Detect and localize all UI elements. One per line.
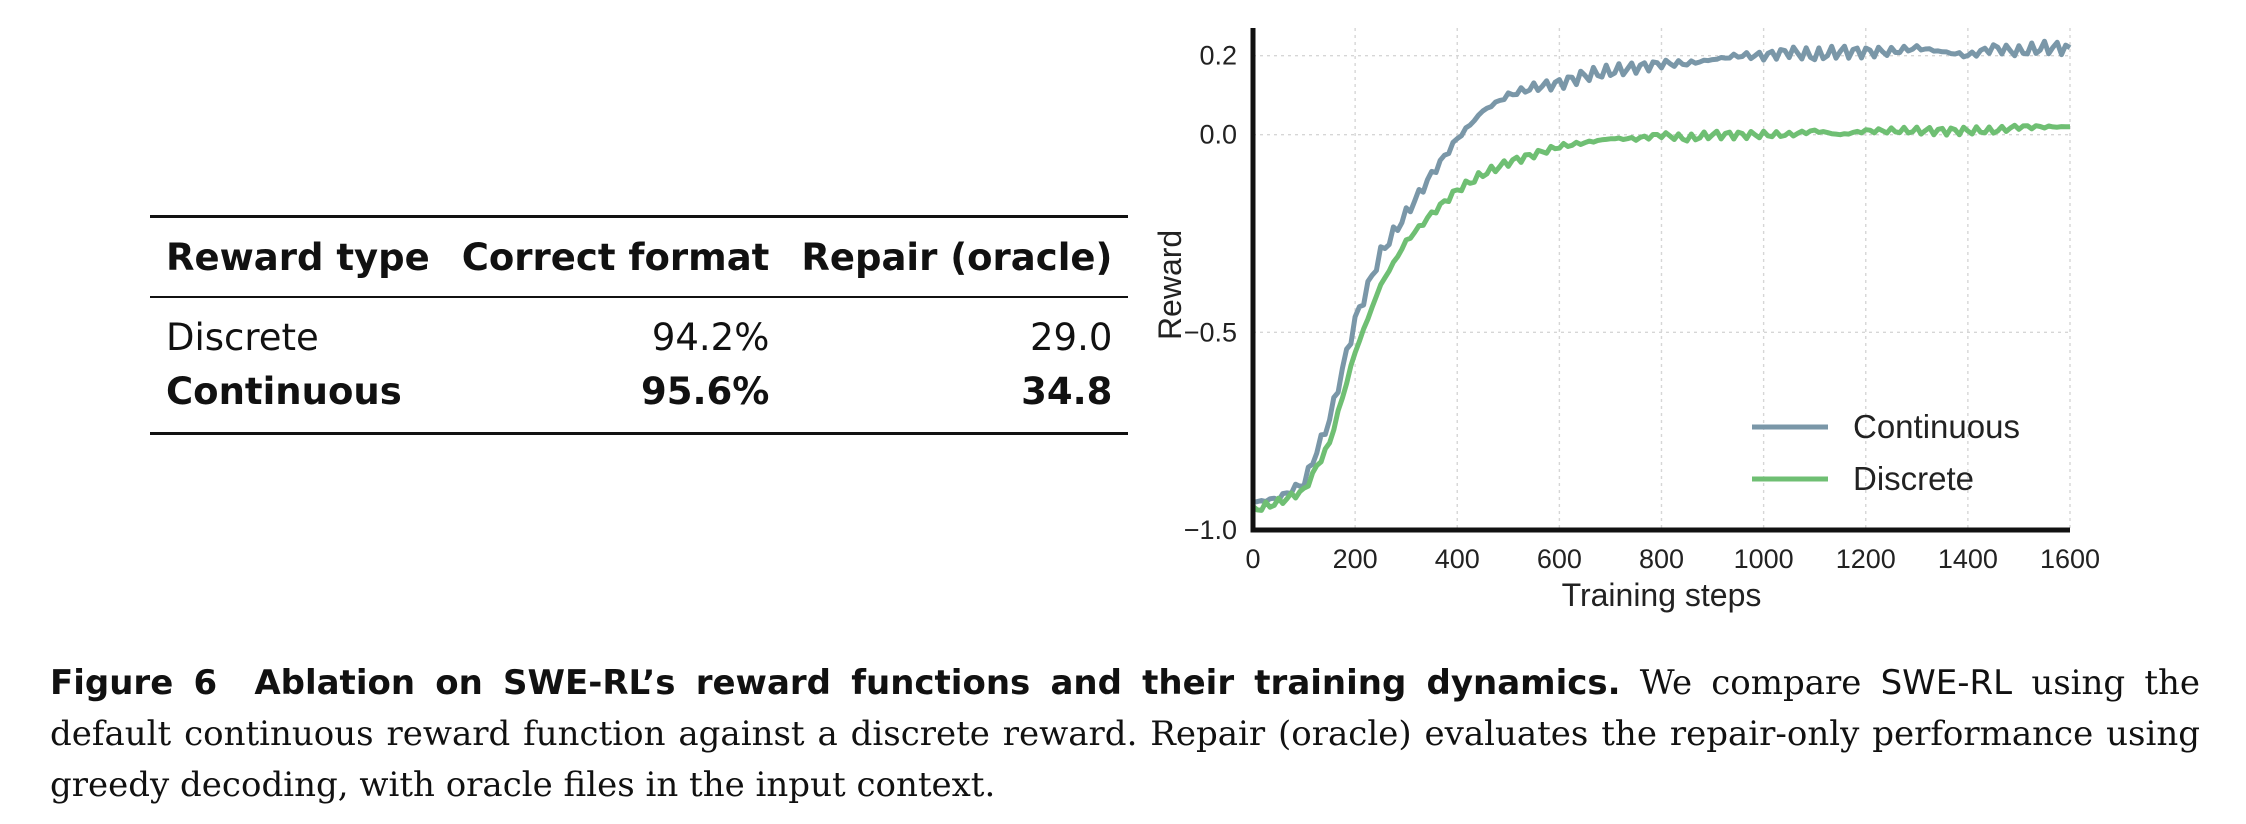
x-tick-label: 1000 bbox=[1734, 544, 1794, 574]
caption-method: SWE-RL bbox=[1880, 663, 2013, 703]
x-axis-label: Training steps bbox=[1562, 577, 1762, 613]
x-tick-label: 200 bbox=[1333, 544, 1378, 574]
series-line-discrete bbox=[1251, 122, 2070, 513]
grid bbox=[1253, 28, 2071, 530]
legend-item-continuous: Continuous bbox=[1752, 408, 2020, 445]
x-tick-label: 1600 bbox=[2040, 544, 2100, 574]
caption-text-after: using the default continuous reward func… bbox=[50, 663, 2201, 805]
legend-item-discrete: Discrete bbox=[1752, 460, 1974, 497]
header-repair-oracle: Repair (oracle) bbox=[801, 235, 1113, 279]
legend: Continuous Discrete bbox=[1752, 408, 2020, 497]
series-lines bbox=[1251, 38, 2072, 513]
cell-repair-oracle: 34.8 bbox=[1021, 369, 1113, 413]
y-tick-labels: −1.0 −0.5 0.0 0.2 bbox=[1184, 41, 1237, 545]
caption-title: Ablation on SWE-RL’s reward functions an… bbox=[254, 663, 1621, 703]
series-line-continuous bbox=[1252, 38, 2072, 505]
ablation-table: Reward type Correct format Repair (oracl… bbox=[150, 215, 1129, 435]
table-row: Discrete 94.2% 29.0 bbox=[150, 297, 1128, 364]
cell-correct-format: 95.6% bbox=[641, 369, 770, 413]
x-tick-label: 0 bbox=[1245, 544, 1260, 574]
legend-label: Continuous bbox=[1853, 408, 2020, 445]
table-row: Continuous 95.6% 34.8 bbox=[150, 364, 1129, 434]
y-tick-label: −1.0 bbox=[1184, 515, 1237, 545]
header-reward-type: Reward type bbox=[166, 235, 430, 279]
y-tick-label: 0.0 bbox=[1199, 120, 1237, 150]
legend-label: Discrete bbox=[1853, 460, 1974, 497]
x-tick-label: 1400 bbox=[1938, 544, 1998, 574]
x-tick-label: 1200 bbox=[1836, 544, 1896, 574]
caption-text-before: We compare bbox=[1639, 663, 1862, 703]
caption-label: Figure 6 bbox=[50, 663, 218, 703]
cell-repair-oracle: 29.0 bbox=[1030, 315, 1113, 359]
cell-reward-type: Continuous bbox=[166, 369, 402, 413]
y-tick-label: 0.2 bbox=[1199, 41, 1237, 71]
y-tick-label: −0.5 bbox=[1184, 317, 1237, 347]
table-header-row: Reward type Correct format Repair (oracl… bbox=[150, 216, 1129, 297]
reward-line-chart: 0 200 400 600 800 1000 1200 1400 1600 −1.0 −0.5 0.… bbox=[1152, 28, 2100, 613]
header-correct-format: Correct format bbox=[461, 235, 770, 279]
cell-reward-type: Discrete bbox=[166, 315, 319, 359]
x-tick-label: 400 bbox=[1435, 544, 1480, 574]
figure-caption: Figure 6 Ablation on SWE-RL’s reward fun… bbox=[50, 658, 2200, 811]
cell-correct-format: 94.2% bbox=[651, 315, 770, 359]
x-tick-label: 600 bbox=[1537, 544, 1582, 574]
y-axis-label: Reward bbox=[1152, 230, 1188, 340]
x-tick-labels: 0 200 400 600 800 1000 1200 1400 1600 bbox=[1245, 544, 2100, 574]
x-tick-label: 800 bbox=[1639, 544, 1684, 574]
